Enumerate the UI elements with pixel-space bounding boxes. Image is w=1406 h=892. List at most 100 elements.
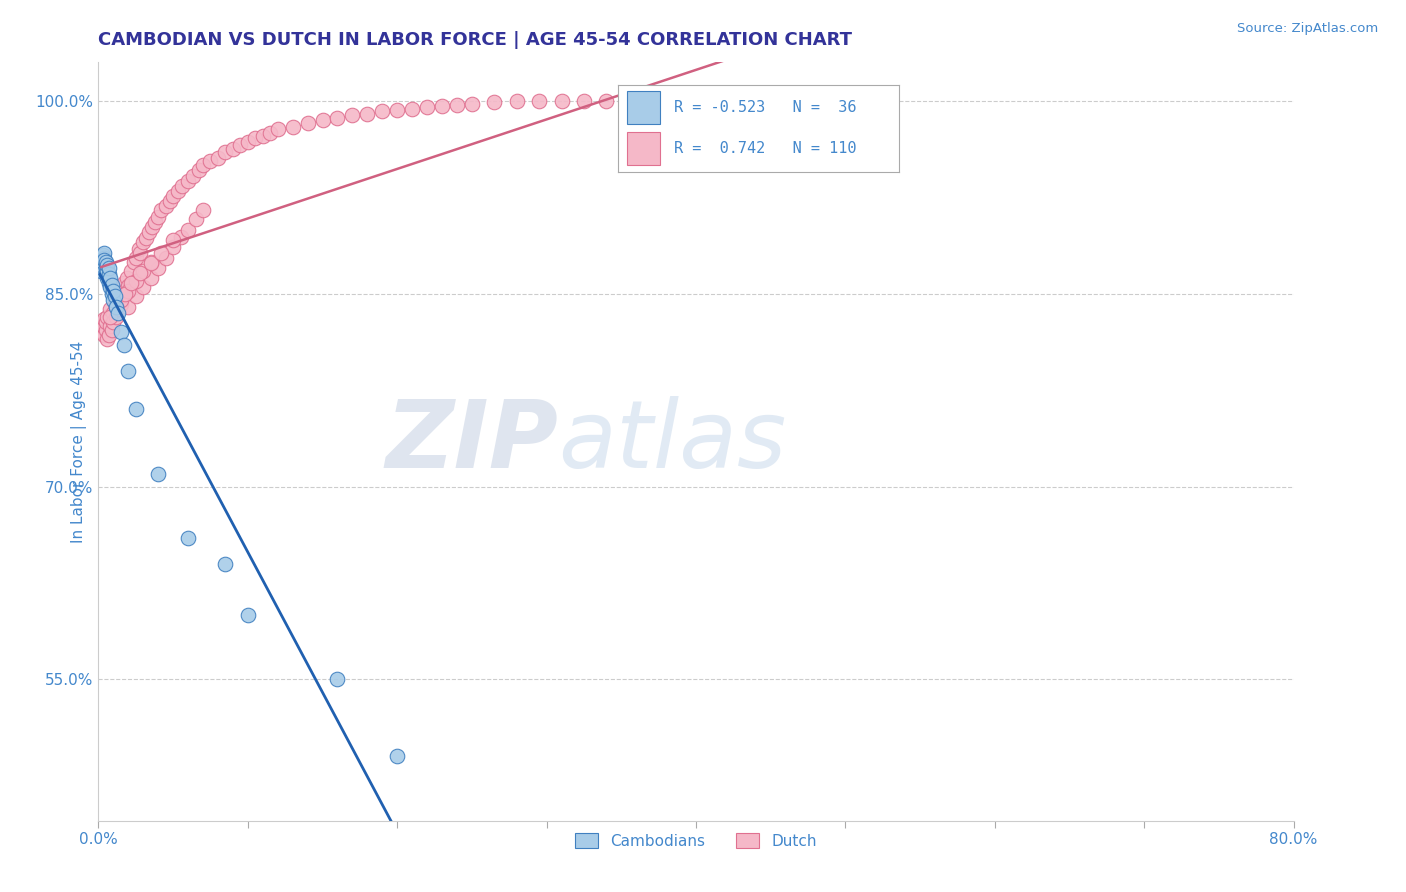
Point [138, 225, 160, 239]
Point [326, 673, 349, 687]
Point [94, 268, 117, 282]
Point [125, 402, 148, 417]
Point [143, 215, 166, 229]
Point [150, 203, 173, 218]
Point [93, 245, 115, 260]
Point [214, 557, 236, 571]
Point [461, 96, 484, 111]
Point [96, 271, 118, 285]
Point [110, 293, 132, 308]
Point [91, 318, 114, 333]
Point [759, 99, 782, 113]
Point [101, 277, 124, 292]
Point [191, 203, 214, 218]
Point [103, 284, 125, 298]
Point [114, 284, 136, 298]
Point [110, 280, 132, 294]
Point [97, 277, 120, 291]
Point [446, 98, 468, 112]
Text: Source: ZipAtlas.com: Source: ZipAtlas.com [1237, 22, 1378, 36]
Point [200, 154, 222, 169]
Point [107, 306, 129, 320]
Point [101, 323, 124, 337]
Point [98, 302, 122, 317]
Point [103, 293, 125, 308]
Point [139, 271, 162, 285]
Point [820, 100, 842, 114]
Point [155, 251, 177, 265]
Point [259, 126, 281, 140]
Point [139, 254, 162, 268]
Point [132, 235, 155, 250]
Point [148, 210, 170, 224]
Point [172, 178, 194, 193]
Point [112, 338, 135, 352]
Point [96, 332, 118, 346]
Point [98, 318, 122, 333]
Point [110, 326, 132, 340]
Point [132, 263, 155, 277]
Point [166, 184, 188, 198]
Point [125, 251, 148, 265]
Point [139, 256, 162, 270]
Point [125, 289, 148, 303]
Point [730, 98, 752, 112]
Point [169, 230, 191, 244]
Point [90, 263, 112, 277]
Point [181, 169, 204, 183]
Point [104, 297, 127, 311]
Point [385, 749, 409, 764]
Point [430, 99, 453, 113]
Point [93, 251, 115, 265]
Text: atlas: atlas [558, 396, 787, 487]
Point [104, 289, 127, 303]
Point [879, 102, 901, 116]
Point [89, 261, 111, 276]
Point [572, 94, 595, 108]
Point [93, 253, 115, 268]
Point [527, 94, 550, 108]
Point [110, 297, 132, 311]
Point [107, 302, 129, 317]
Point [105, 293, 128, 308]
Point [207, 151, 229, 165]
Point [90, 326, 112, 340]
Legend: Cambodians, Dutch: Cambodians, Dutch [569, 827, 823, 855]
Point [700, 98, 723, 112]
Point [371, 104, 394, 119]
Point [595, 94, 617, 108]
Point [326, 111, 349, 125]
Point [148, 261, 170, 276]
Point [141, 219, 163, 234]
Point [105, 300, 128, 314]
Point [385, 103, 409, 117]
Point [94, 323, 117, 337]
Point [103, 315, 125, 329]
Point [103, 306, 125, 320]
Point [96, 310, 118, 324]
Point [114, 286, 136, 301]
Point [267, 122, 290, 136]
Point [120, 277, 142, 291]
Point [150, 245, 173, 260]
Point [117, 300, 139, 314]
Point [91, 254, 114, 268]
Point [125, 274, 148, 288]
Point [98, 280, 122, 294]
Point [184, 212, 207, 227]
Point [177, 222, 200, 236]
Point [669, 96, 692, 111]
Point [120, 263, 142, 277]
Point [550, 94, 572, 108]
Point [281, 120, 304, 134]
Point [214, 145, 236, 160]
Point [236, 607, 259, 622]
Point [91, 248, 114, 262]
Y-axis label: In Labor Force | Age 45-54: In Labor Force | Age 45-54 [72, 341, 87, 542]
Point [105, 300, 128, 314]
Point [129, 245, 152, 260]
Point [148, 467, 170, 481]
Point [484, 95, 506, 110]
Point [222, 142, 245, 156]
Point [155, 199, 177, 213]
